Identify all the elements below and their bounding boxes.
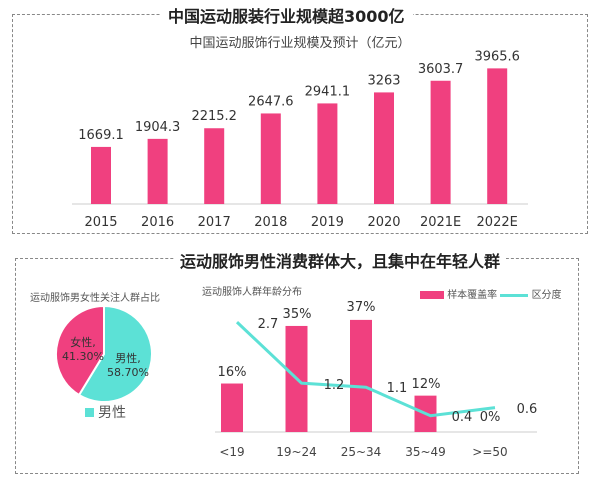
x-tick-label: >=50	[472, 445, 507, 459]
bar-label: 37%	[347, 300, 376, 315]
x-tick-label: 2022E	[477, 215, 518, 230]
bar	[374, 92, 394, 204]
bar-label: 0%	[480, 410, 501, 425]
x-tick-label: 2015	[84, 215, 117, 230]
x-tick-label: 35~49	[405, 445, 446, 459]
combo-legend: 样本覆盖率 区分度	[420, 286, 562, 301]
x-tick-label: 2019	[311, 215, 344, 230]
x-tick-label: 2016	[141, 215, 174, 230]
pie-slice-male	[77, 304, 153, 403]
pie-slice-female	[55, 304, 105, 397]
bar-label: 16%	[218, 365, 247, 380]
x-tick-label: 25~34	[341, 445, 382, 459]
bar	[317, 103, 338, 204]
line-label: 2.7	[258, 317, 279, 332]
x-tick-label: 2020	[367, 215, 400, 230]
combo-title: 运动服饰人群年龄分布	[202, 287, 302, 298]
data-label: 3263	[367, 73, 400, 88]
data-label: 2941.1	[305, 84, 351, 99]
x-tick-label: 2018	[254, 215, 287, 230]
bar	[487, 68, 508, 204]
bar-label: 35%	[283, 307, 312, 322]
data-label: 2215.2	[191, 109, 237, 124]
x-tick-label: 2021E	[420, 215, 461, 230]
pie-label-female: 女性, 41.30%	[62, 336, 104, 363]
bottom-title: 运动服饰男性消费群体大，且集中在年轻人群	[174, 248, 507, 272]
bar-chart-title: 中国运动服饰行业规模及预计（亿元）	[189, 36, 411, 51]
bar	[260, 113, 281, 204]
data-label: 3603.7	[418, 62, 464, 77]
pie-legend: 男性	[85, 402, 126, 422]
top-title: 中国运动服装行业规模超3000亿	[160, 3, 413, 27]
x-tick-label: <19	[219, 445, 244, 459]
line-label: 0.6	[517, 402, 538, 417]
x-tick-label: 19~24	[276, 445, 317, 459]
line-label: 1.1	[387, 381, 408, 396]
data-label: 1904.3	[135, 120, 181, 135]
bar	[221, 383, 243, 432]
legend-swatch-male	[85, 408, 94, 417]
data-label: 2647.6	[248, 94, 294, 109]
legend-swatch-line	[500, 293, 529, 297]
legend-swatch-bar	[420, 291, 444, 299]
bar	[204, 128, 225, 204]
line-series	[235, 321, 496, 418]
pie-title: 运动服饰男女性关注人群占比	[30, 293, 160, 304]
line-label: 0.4	[452, 410, 473, 425]
bar	[350, 319, 372, 432]
pie-label-male: 男性, 58.70%	[107, 352, 149, 379]
x-tick-label: 2017	[198, 215, 231, 230]
bar	[430, 80, 451, 204]
bar	[147, 138, 168, 204]
bar	[91, 146, 111, 204]
bar-label: 12%	[412, 377, 441, 392]
data-label: 1669.1	[78, 128, 124, 143]
data-label: 3965.6	[474, 49, 520, 64]
line-label: 1.2	[324, 378, 345, 393]
